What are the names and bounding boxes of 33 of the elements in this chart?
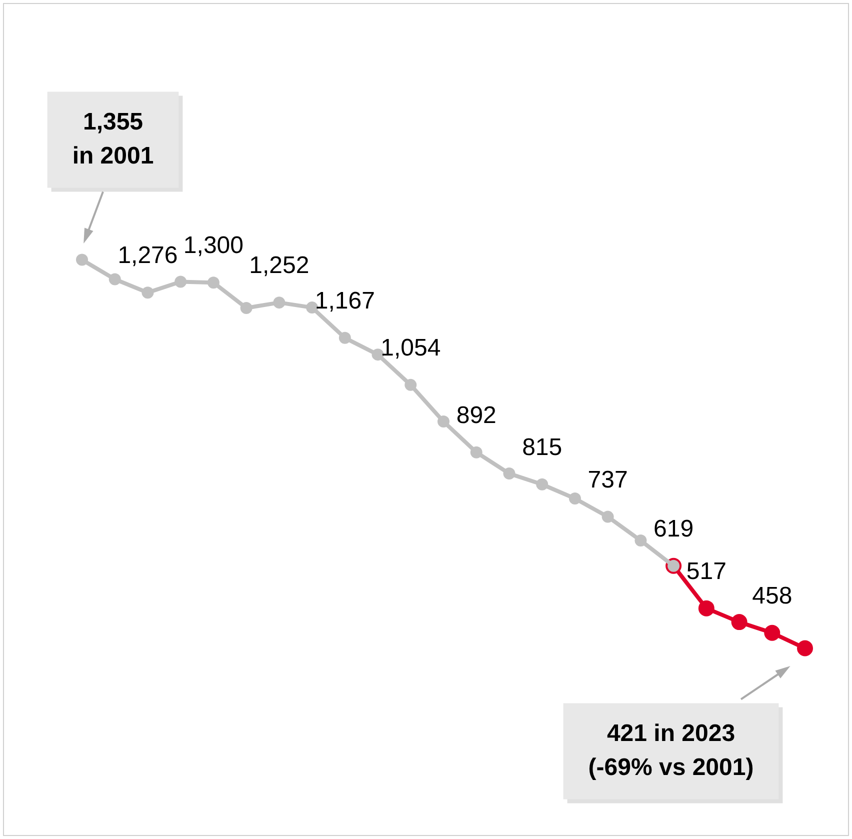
point	[142, 286, 154, 299]
point	[698, 600, 714, 616]
point	[108, 273, 121, 286]
point	[240, 302, 252, 314]
point	[404, 378, 417, 391]
data-label: 1,252	[249, 252, 310, 280]
text: 1,355 in 2001	[72, 108, 154, 170]
point	[634, 534, 647, 547]
data-label: 517	[686, 558, 726, 585]
data-label: 892	[456, 402, 496, 429]
point	[602, 510, 614, 523]
data-label: 458	[752, 582, 792, 610]
data-label: 1,167	[314, 288, 375, 315]
point	[338, 332, 351, 344]
point	[536, 478, 548, 490]
point	[568, 492, 581, 505]
point	[797, 640, 813, 656]
point	[174, 276, 187, 288]
data-label: 1,300	[183, 232, 244, 260]
data-label: 1,276	[118, 242, 178, 270]
data-label: 619	[654, 516, 694, 543]
point	[438, 416, 450, 428]
point	[764, 624, 780, 641]
text: 421 in 2023 (-69% vs 2001)	[588, 720, 754, 781]
data-label: 737	[588, 466, 628, 494]
data-label: 1,054	[380, 334, 441, 362]
point	[207, 276, 220, 289]
point	[76, 254, 88, 266]
point	[503, 468, 516, 480]
point	[731, 614, 748, 630]
data-label: 815	[522, 434, 562, 461]
point	[470, 446, 482, 458]
point	[273, 296, 286, 309]
